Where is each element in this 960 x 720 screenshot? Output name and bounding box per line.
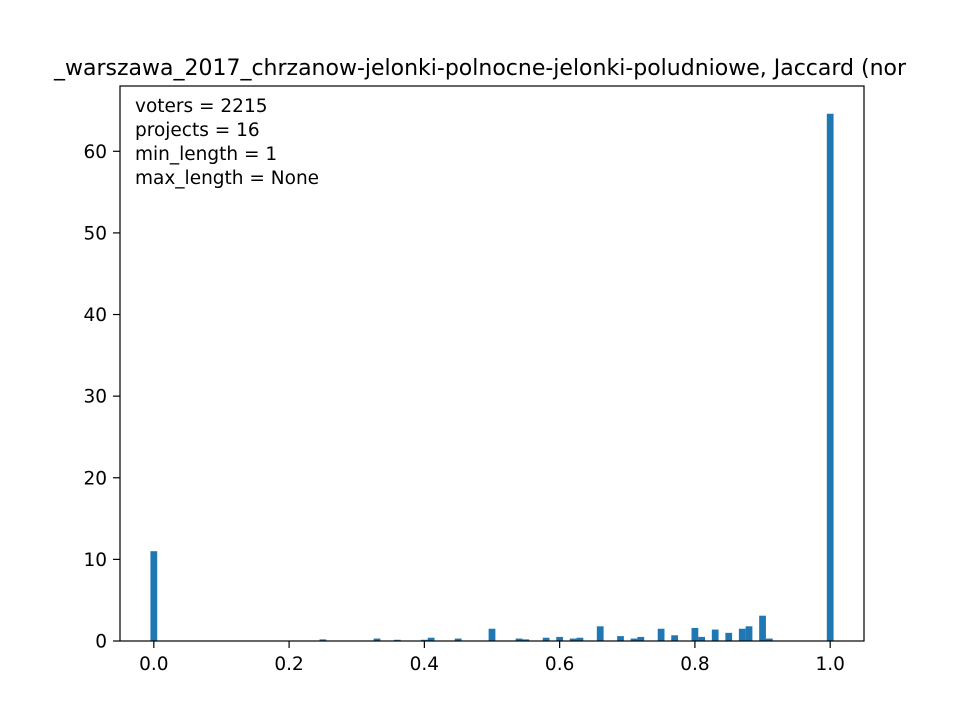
x-tick-label: 0.6: [545, 654, 574, 675]
histogram-bar: [711, 629, 719, 641]
chart-title: _warszawa_2017_chrzanow-jelonki-polnocne…: [53, 56, 907, 81]
y-tick-label: 10: [83, 550, 107, 571]
x-tick-label: 0.0: [139, 654, 168, 675]
histogram-bar: [576, 637, 584, 641]
histogram-bar: [454, 638, 462, 641]
histogram-bar: [738, 628, 746, 641]
y-tick-label: 20: [83, 468, 107, 489]
y-tick-label: 50: [83, 223, 107, 244]
histogram-bar: [522, 639, 530, 641]
y-axis: 0 10 20 30 40 50 60: [83, 142, 120, 653]
histogram-bar: [630, 638, 638, 641]
histogram-bar: [637, 636, 645, 641]
histogram-bar: [556, 636, 564, 641]
y-tick-label: 30: [83, 387, 107, 408]
histogram-bar: [373, 638, 381, 641]
histogram-bar: [420, 639, 428, 641]
x-tick-label: 0.4: [410, 654, 439, 675]
histogram-bar: [542, 637, 550, 641]
histogram-bar: [319, 639, 327, 641]
stats-annotation: voters = 2215 projects = 16 min_length = 1…: [135, 96, 319, 189]
y-tick-label: 60: [83, 142, 107, 163]
y-tick-label: 40: [83, 305, 107, 326]
annotation-line: projects = 16: [135, 120, 260, 141]
x-tick-label: 1.0: [815, 654, 844, 675]
histogram-bar: [515, 638, 523, 641]
plot-area-frame: [119, 85, 865, 642]
histogram-bar: [725, 632, 733, 641]
histogram-bar: [691, 627, 699, 641]
annotation-line: voters = 2215: [135, 96, 268, 117]
bars-group: [150, 113, 834, 641]
histogram-bar: [826, 113, 834, 641]
histogram-bar: [617, 636, 624, 641]
histogram-bar: [150, 551, 158, 641]
annotation-line: max_length = None: [135, 168, 319, 189]
x-tick-label: 0.8: [680, 654, 709, 675]
x-tick-label: 0.2: [274, 654, 303, 675]
histogram-bar: [759, 615, 766, 641]
histogram-bar: [488, 628, 496, 641]
histogram-bar: [671, 635, 678, 641]
annotation-line: min_length = 1: [135, 144, 277, 165]
histogram-bar: [427, 637, 435, 641]
histogram-bar: [393, 639, 401, 641]
histogram-bar: [745, 626, 753, 641]
histogram-bar: [596, 626, 604, 641]
histogram-bar: [765, 638, 773, 641]
x-axis: 0.0 0.2 0.4 0.6 0.8 1.0: [139, 641, 845, 675]
y-tick-label: 0: [95, 632, 107, 653]
histogram-bar: [569, 638, 577, 641]
histogram-bar: [657, 628, 665, 641]
histogram-bar: [698, 636, 706, 641]
